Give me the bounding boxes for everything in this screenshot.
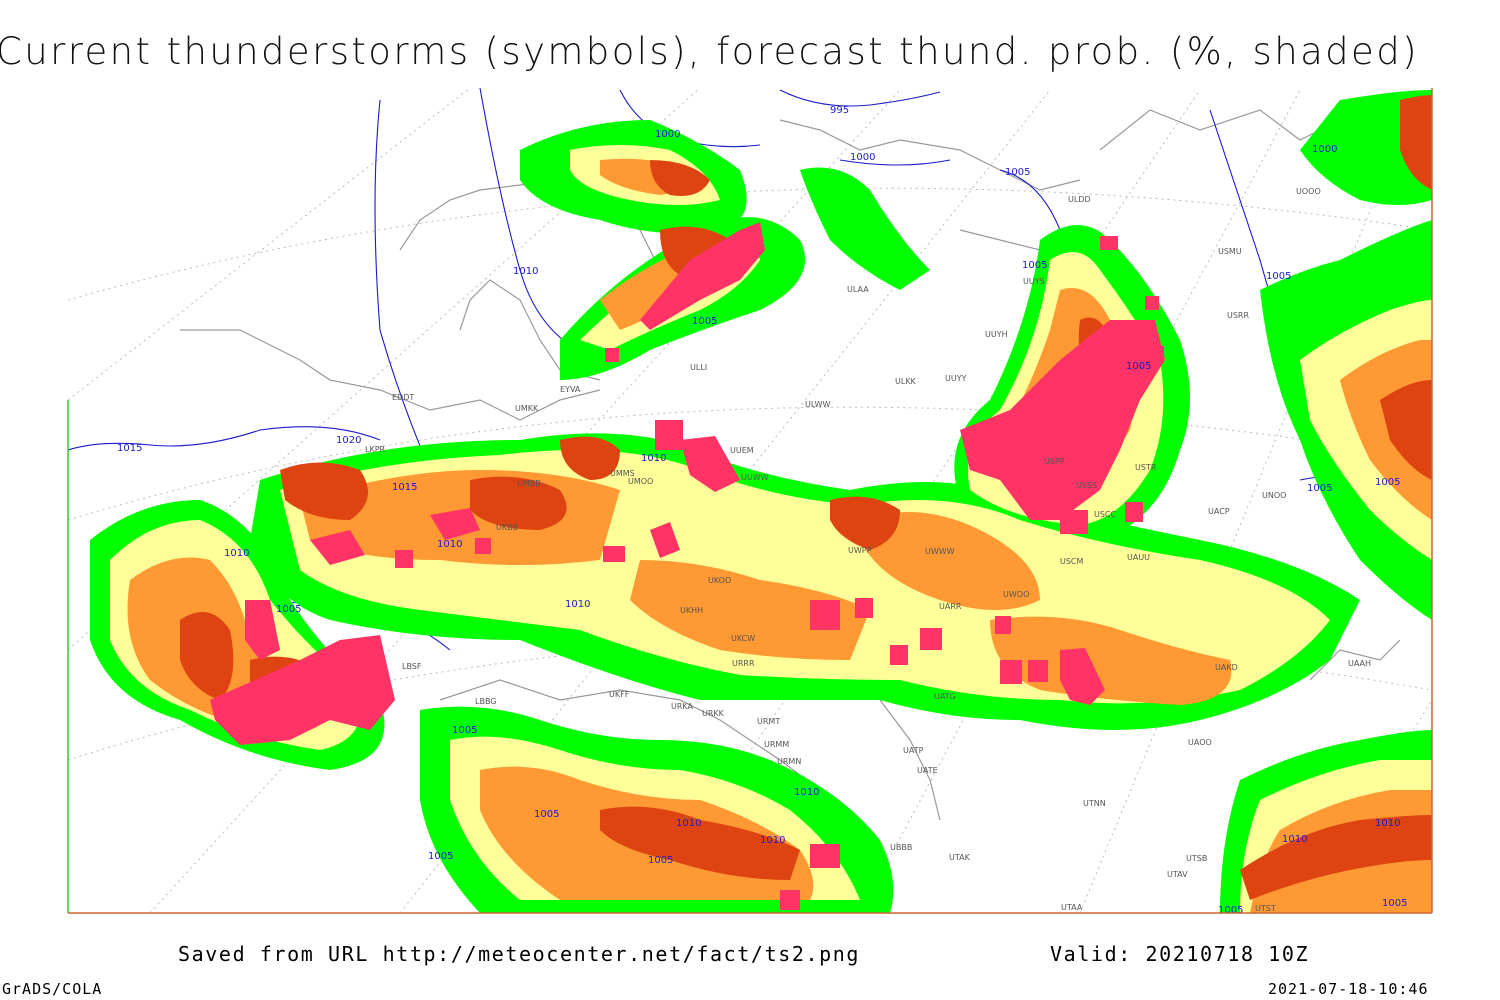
station-label: UUYH: [985, 330, 1008, 339]
station-label: UAOO: [1188, 738, 1212, 747]
station-label: UACP: [1208, 507, 1230, 516]
station-label: UOOO: [1296, 187, 1321, 196]
isobar-label: 1010: [437, 539, 462, 550]
isobar-label: 1010: [565, 599, 590, 610]
isobar-label: 1005: [1382, 898, 1407, 909]
station-label: UAKD: [1215, 663, 1238, 672]
station-label: USRR: [1227, 311, 1249, 320]
station-label: LKPR: [365, 445, 386, 454]
thunderstorm-probability-shading: [90, 90, 1432, 913]
isobar-label: 1005: [276, 604, 301, 615]
isobar-label: 1005: [1218, 905, 1243, 916]
station-label: UTSB: [1186, 854, 1207, 863]
isobar-label: 1005: [1022, 260, 1047, 271]
station-label: UMKK: [515, 404, 539, 413]
station-label: ULLI: [690, 363, 707, 372]
isobar-label: 1015: [117, 443, 142, 454]
isobar-label: 1005: [648, 855, 673, 866]
station-label: ULAA: [847, 285, 869, 294]
station-label: UAAH: [1348, 659, 1371, 668]
station-label: UATP: [903, 746, 924, 755]
station-label: USSS: [1076, 481, 1097, 490]
station-label: UWPP: [848, 546, 872, 555]
isobar-label: 1010: [1375, 818, 1400, 829]
isobar-label: 1005: [534, 809, 559, 820]
station-label: LBSF: [402, 662, 422, 671]
station-label: UATG: [934, 692, 956, 701]
station-label: UTNN: [1083, 799, 1106, 808]
station-label: EYVA: [560, 385, 581, 394]
station-label: UKOO: [708, 576, 731, 585]
station-label: UKHH: [680, 606, 703, 615]
station-label: ULKK: [895, 377, 917, 386]
isobar-label: 1010: [513, 266, 538, 277]
station-label: UUWW: [741, 473, 769, 482]
station-label: URKA: [671, 702, 694, 711]
station-label: URKK: [702, 709, 725, 718]
station-label: USMU: [1218, 247, 1242, 256]
station-label: UTAA: [1061, 903, 1083, 912]
station-label: UUYY: [945, 374, 967, 383]
isobar-label: 1005: [1005, 167, 1030, 178]
isobar-labels: 995 1000 1000 1000 1005 1005 1005 1005 1…: [117, 105, 1407, 916]
source-url-text: Saved from URL http://meteocenter.net/fa…: [178, 942, 861, 966]
station-label: URMT: [757, 717, 780, 726]
station-label: URMN: [777, 757, 801, 766]
station-label: EDDT: [392, 393, 414, 402]
isobar-label: 1010: [1282, 834, 1307, 845]
station-label: UKCW: [731, 634, 755, 643]
isobar-label: 1000: [850, 152, 875, 163]
station-label: UMOO: [628, 477, 653, 486]
station-label: UAUU: [1127, 553, 1150, 562]
station-label: UKBB: [496, 523, 518, 532]
station-label: USTR: [1135, 463, 1157, 472]
isobar-label: 1005: [1126, 361, 1151, 372]
isobar-label: 1005: [692, 316, 717, 327]
station-label: UBBB: [890, 843, 912, 852]
isobar-label: 1010: [641, 453, 666, 464]
isobar-label: 1000: [1312, 144, 1337, 155]
station-label: UNOO: [1262, 491, 1286, 500]
station-label: UMBB: [517, 479, 541, 488]
isobar-label: 1020: [336, 435, 361, 446]
station-label: UWWW: [925, 547, 955, 556]
station-label: UATE: [917, 766, 938, 775]
station-label: USCM: [1060, 557, 1084, 566]
generation-timestamp: 2021-07-18-10:46: [1268, 980, 1429, 998]
station-label: UTAV: [1167, 870, 1188, 879]
isobar-label: 1005: [452, 725, 477, 736]
station-label: URRR: [732, 659, 755, 668]
isobar-label: 1015: [392, 482, 417, 493]
isobar-label: 1000: [655, 129, 680, 140]
station-labels: ULAA UUYH ULKK UUYY ULWW UMKK EYVA ULLI …: [365, 187, 1371, 913]
station-label: ULWW: [805, 400, 830, 409]
thunderstorm-symbols: [210, 222, 1165, 910]
valid-time-text: Valid: 20210718 10Z: [1050, 942, 1310, 966]
station-label: USPP: [1044, 457, 1065, 466]
isobar-label: 1010: [760, 835, 785, 846]
station-label: USCC: [1094, 510, 1117, 519]
station-label: UMMS: [610, 469, 635, 478]
isobar-label: 1010: [224, 548, 249, 559]
station-label: UARR: [939, 602, 962, 611]
isobar-label: 1005: [1307, 483, 1332, 494]
station-label: URMM: [764, 740, 789, 749]
isobar-label: 995: [830, 105, 849, 116]
isobar-label: 1010: [676, 818, 701, 829]
station-label: UWOO: [1003, 590, 1029, 599]
station-label: LBBG: [475, 697, 497, 706]
station-label: UUEM: [730, 446, 754, 455]
station-label: UTAK: [949, 853, 971, 862]
station-label: UTST: [1255, 904, 1276, 913]
station-label: ULDD: [1068, 195, 1091, 204]
isobar-label: 1005: [1266, 271, 1291, 282]
software-credit: GrADS/COLA: [2, 980, 103, 998]
isobar-label: 1010: [794, 787, 819, 798]
isobar-label: 1005: [428, 851, 453, 862]
station-label: UKFF: [609, 690, 630, 699]
station-label: UUYS: [1023, 277, 1045, 286]
isobar-label: 1005: [1375, 477, 1400, 488]
map-title: Current thunderstorms (symbols), forecas…: [0, 30, 1419, 73]
